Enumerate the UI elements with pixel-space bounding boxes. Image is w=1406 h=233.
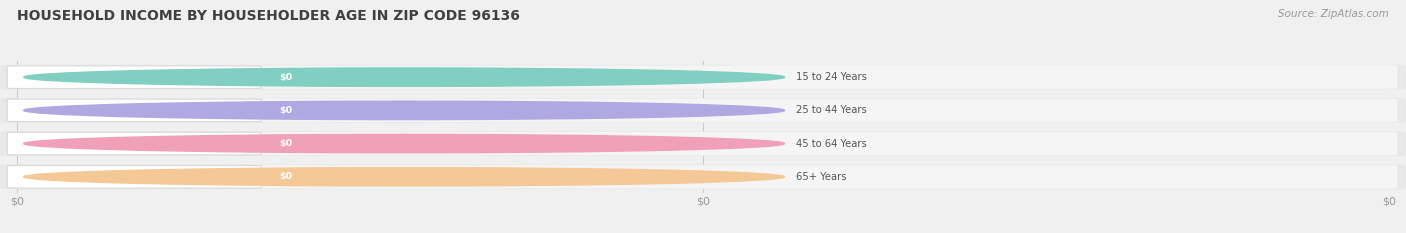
Text: 15 to 24 Years: 15 to 24 Years — [796, 72, 868, 82]
FancyBboxPatch shape — [7, 66, 262, 89]
FancyBboxPatch shape — [7, 165, 262, 188]
FancyBboxPatch shape — [8, 99, 1398, 122]
Text: Source: ZipAtlas.com: Source: ZipAtlas.com — [1278, 9, 1389, 19]
FancyBboxPatch shape — [8, 165, 1398, 188]
FancyBboxPatch shape — [0, 98, 1406, 123]
Text: $0: $0 — [280, 73, 292, 82]
FancyBboxPatch shape — [245, 135, 328, 152]
FancyBboxPatch shape — [7, 99, 262, 122]
FancyBboxPatch shape — [245, 168, 328, 186]
Text: $0: $0 — [280, 172, 292, 181]
FancyBboxPatch shape — [8, 132, 1398, 155]
Circle shape — [24, 68, 785, 86]
FancyBboxPatch shape — [0, 164, 1406, 189]
FancyBboxPatch shape — [0, 131, 1406, 156]
Text: $0: $0 — [280, 139, 292, 148]
Text: 25 to 44 Years: 25 to 44 Years — [796, 105, 868, 115]
Circle shape — [24, 134, 785, 153]
Text: HOUSEHOLD INCOME BY HOUSEHOLDER AGE IN ZIP CODE 96136: HOUSEHOLD INCOME BY HOUSEHOLDER AGE IN Z… — [17, 9, 520, 23]
FancyBboxPatch shape — [7, 132, 262, 155]
Text: $0: $0 — [280, 106, 292, 115]
FancyBboxPatch shape — [245, 68, 328, 86]
FancyBboxPatch shape — [8, 65, 1398, 89]
Circle shape — [24, 101, 785, 120]
FancyBboxPatch shape — [0, 65, 1406, 89]
Text: 65+ Years: 65+ Years — [796, 172, 846, 182]
Circle shape — [24, 168, 785, 186]
Text: 45 to 64 Years: 45 to 64 Years — [796, 139, 868, 149]
FancyBboxPatch shape — [245, 102, 328, 119]
